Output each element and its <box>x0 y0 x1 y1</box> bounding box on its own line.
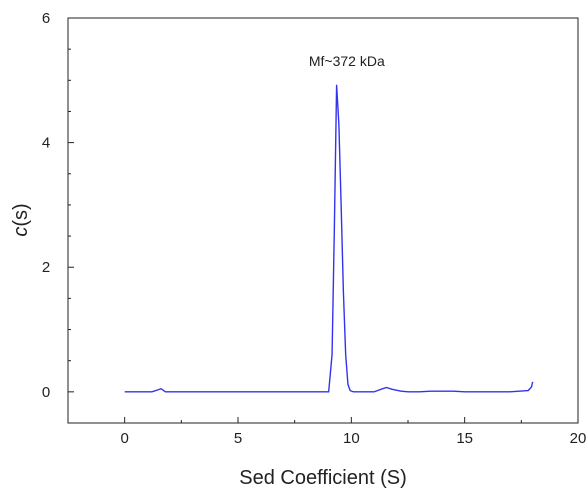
x-axis-title: Sed Coefficient (S) <box>239 467 407 489</box>
y-tick-label: 0 <box>42 384 50 401</box>
x-tick-label: 15 <box>456 430 473 447</box>
axis-tick-labels: 0 5 10 15 20 0 2 4 6 <box>42 10 587 447</box>
y-tick-label: 2 <box>42 259 50 276</box>
x-tick-label: 20 <box>570 430 587 447</box>
axis-ticks <box>67 17 579 424</box>
x-tick-label: 0 <box>120 430 128 447</box>
plot-frame <box>67 17 579 424</box>
series-line <box>124 84 534 393</box>
y-axis-title-rest: (s) <box>10 203 32 226</box>
y-tick-label: 6 <box>42 10 50 27</box>
peak-annotation: Mf~372 kDa <box>309 53 385 69</box>
x-tick-label: 10 <box>343 430 360 447</box>
y-axis-title: c(s) <box>10 203 32 236</box>
y-tick-label: 4 <box>42 135 50 152</box>
x-tick-label: 5 <box>234 430 242 447</box>
y-axis-title-italic: c <box>10 227 32 237</box>
